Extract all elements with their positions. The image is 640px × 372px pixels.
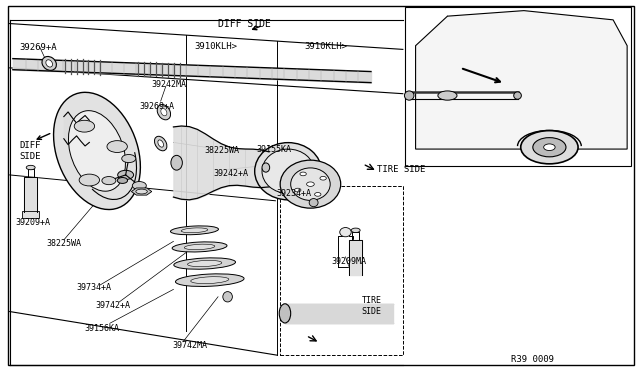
Text: 39209+A: 39209+A — [15, 218, 51, 227]
Ellipse shape — [521, 131, 578, 164]
Ellipse shape — [291, 168, 330, 201]
Ellipse shape — [42, 57, 56, 70]
Ellipse shape — [170, 226, 218, 235]
Text: 39269+A: 39269+A — [139, 102, 174, 111]
Text: 39734+A: 39734+A — [77, 283, 111, 292]
Ellipse shape — [514, 92, 522, 99]
Ellipse shape — [79, 174, 100, 186]
Ellipse shape — [117, 177, 127, 183]
Text: 39234+A: 39234+A — [276, 189, 312, 198]
Ellipse shape — [132, 182, 147, 190]
Ellipse shape — [533, 138, 566, 157]
Text: 38225WA: 38225WA — [204, 147, 239, 155]
Text: TIRE
SIDE: TIRE SIDE — [362, 296, 381, 316]
Text: 39156KA: 39156KA — [84, 324, 119, 333]
Text: 38225WA: 38225WA — [46, 239, 81, 248]
Ellipse shape — [262, 163, 269, 172]
Ellipse shape — [118, 170, 134, 180]
Text: 39742MA: 39742MA — [172, 341, 207, 350]
Ellipse shape — [181, 228, 208, 233]
Ellipse shape — [188, 260, 222, 267]
Ellipse shape — [543, 144, 555, 151]
Text: 39155KA: 39155KA — [256, 145, 291, 154]
Text: 39242+A: 39242+A — [213, 169, 248, 177]
Ellipse shape — [46, 60, 52, 67]
Text: 39242MA: 39242MA — [152, 80, 187, 89]
Text: 3910KLH>: 3910KLH> — [305, 42, 348, 51]
Ellipse shape — [174, 258, 236, 269]
Bar — [22, 211, 39, 218]
Ellipse shape — [320, 176, 326, 180]
Text: R39 0009: R39 0009 — [511, 355, 554, 364]
Polygon shape — [415, 11, 627, 149]
Ellipse shape — [172, 242, 227, 252]
Ellipse shape — [171, 155, 182, 170]
Ellipse shape — [255, 142, 321, 200]
Ellipse shape — [68, 110, 125, 191]
Ellipse shape — [74, 120, 95, 132]
Ellipse shape — [184, 244, 215, 250]
Ellipse shape — [175, 274, 244, 286]
Text: 39269+A: 39269+A — [19, 43, 57, 52]
Text: 39742+A: 39742+A — [96, 301, 131, 311]
Ellipse shape — [122, 154, 136, 163]
Ellipse shape — [54, 92, 140, 209]
Text: DIFF SIDE: DIFF SIDE — [218, 19, 271, 29]
Text: 39209MA: 39209MA — [332, 257, 367, 266]
Ellipse shape — [107, 141, 127, 153]
Ellipse shape — [191, 277, 229, 283]
Ellipse shape — [157, 105, 171, 120]
Ellipse shape — [26, 165, 35, 170]
Text: TIRE SIDE: TIRE SIDE — [378, 165, 426, 174]
Ellipse shape — [340, 228, 351, 237]
Ellipse shape — [300, 172, 307, 176]
Ellipse shape — [102, 177, 116, 185]
Ellipse shape — [279, 304, 291, 323]
Ellipse shape — [404, 91, 414, 100]
Text: 3910KLH>: 3910KLH> — [195, 42, 237, 51]
Ellipse shape — [154, 136, 167, 151]
Ellipse shape — [136, 189, 147, 194]
Ellipse shape — [158, 140, 163, 147]
Ellipse shape — [309, 199, 318, 207]
Ellipse shape — [294, 188, 301, 192]
Ellipse shape — [351, 228, 360, 232]
Ellipse shape — [161, 109, 167, 116]
Ellipse shape — [223, 292, 232, 302]
Ellipse shape — [315, 193, 321, 196]
Text: DIFF
SIDE: DIFF SIDE — [19, 141, 41, 161]
Ellipse shape — [262, 149, 314, 193]
Ellipse shape — [438, 91, 457, 100]
Ellipse shape — [280, 160, 340, 208]
Bar — [404, 7, 631, 166]
Polygon shape — [131, 188, 152, 195]
Ellipse shape — [307, 182, 314, 186]
